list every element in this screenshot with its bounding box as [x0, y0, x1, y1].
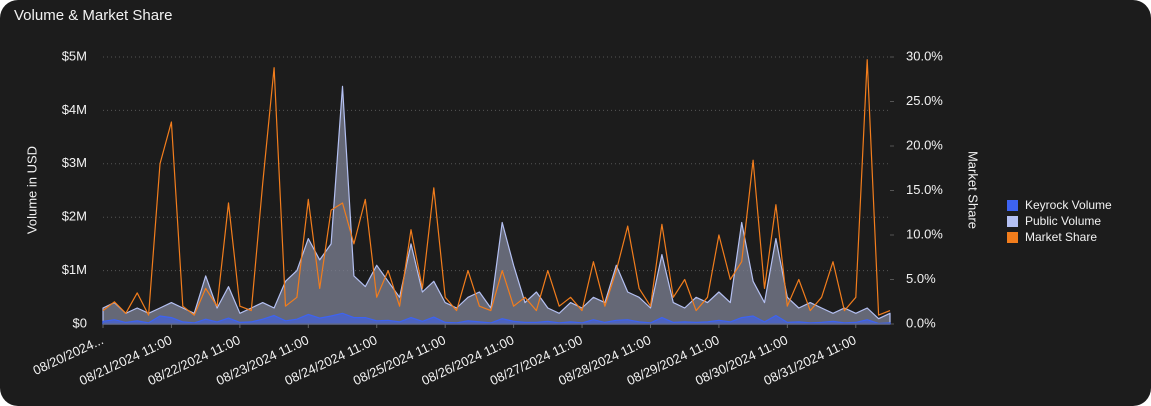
y2-tick-label: 25.0%	[906, 93, 943, 108]
y-axis-label: Volume in USD	[24, 146, 39, 234]
legend-text: Market Share	[1025, 230, 1097, 244]
y-tick-label: $2M	[62, 209, 87, 224]
y-tick-label: $4M	[62, 102, 87, 117]
legend-swatch	[1007, 200, 1018, 211]
y2-tick-label: 0.0%	[906, 315, 936, 330]
y2-tick-label: 15.0%	[906, 182, 943, 197]
keyrock-volume-area	[102, 312, 891, 325]
y-tick-label: $0	[73, 315, 87, 330]
y2-tick-label: 10.0%	[906, 226, 943, 241]
y2-tick-label: 5.0%	[906, 271, 936, 286]
chart-title: Volume & Market Share	[14, 7, 172, 24]
y-tick-label: $3M	[62, 155, 87, 170]
legend-swatch	[1007, 216, 1018, 227]
y2-tick-label: 20.0%	[906, 137, 943, 152]
y-tick-label: $1M	[62, 262, 87, 277]
legend-text: Keyrock Volume	[1025, 198, 1112, 212]
market-share-line	[102, 59, 891, 316]
legend-text: Public Volume	[1025, 214, 1101, 228]
y2-tick-label: 30.0%	[906, 48, 943, 63]
y-tick-label: $5M	[62, 48, 87, 63]
public-volume-area	[102, 85, 891, 325]
y2-axis-label: Market Share	[966, 151, 981, 229]
legend-swatch	[1007, 232, 1018, 243]
